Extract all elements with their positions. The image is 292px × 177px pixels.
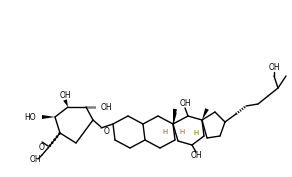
Text: OH: OH: [179, 99, 191, 109]
Polygon shape: [63, 99, 68, 107]
Text: O: O: [39, 144, 45, 153]
Text: OH: OH: [190, 150, 202, 159]
Text: OH: OH: [101, 102, 113, 112]
Text: OH: OH: [268, 64, 280, 73]
Text: OH: OH: [59, 92, 71, 101]
Text: O: O: [104, 127, 110, 136]
Polygon shape: [42, 115, 55, 119]
Text: H: H: [162, 129, 168, 135]
Text: OH: OH: [29, 156, 41, 164]
Polygon shape: [173, 109, 177, 124]
Text: H: H: [193, 130, 199, 136]
Polygon shape: [202, 108, 209, 120]
Text: H: H: [179, 129, 185, 135]
Text: HO: HO: [24, 113, 36, 121]
